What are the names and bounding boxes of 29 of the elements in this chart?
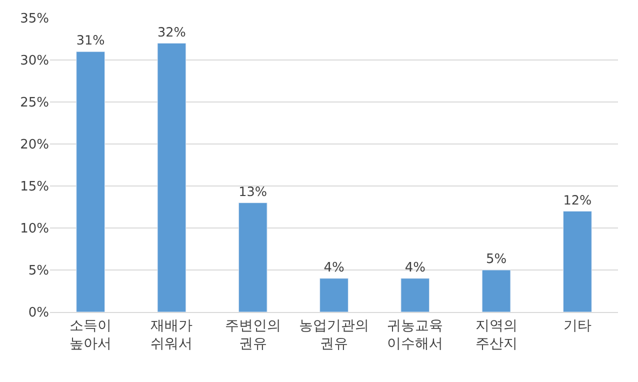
x-tick-label: 재배가 쉬워서: [150, 318, 193, 352]
data-label: 32%: [158, 25, 186, 40]
data-label: 5%: [486, 252, 507, 267]
y-tick-label: 15%: [20, 180, 49, 195]
x-tick-label: 기타: [563, 318, 592, 334]
x-tick-label: 지역의 주산지: [475, 318, 518, 352]
data-label: 4%: [324, 260, 344, 276]
x-tick-label: 소득이 높아서: [70, 318, 112, 352]
y-tick-label: 35%: [20, 12, 49, 27]
bar: [562, 210, 592, 312]
bar: [157, 42, 186, 312]
y-tick-label: 10%: [20, 222, 49, 237]
y-tick-label: 20%: [20, 138, 49, 153]
y-tick-label: 0%: [28, 306, 49, 321]
x-tick-label: 귀농교육 이수해서: [387, 318, 444, 352]
x-tick-label: 주변인의 권유: [224, 318, 281, 352]
data-label: 12%: [563, 193, 592, 208]
data-label: 13%: [238, 184, 268, 200]
bar: [320, 278, 348, 312]
data-label: 31%: [76, 34, 105, 49]
x-tick-label: 농업기관의 권유: [299, 318, 369, 352]
bar: [238, 202, 268, 312]
bar: [482, 270, 511, 312]
y-tick-label: 5%: [28, 264, 49, 279]
y-tick-label: 30%: [20, 54, 49, 69]
y-tick-label: 25%: [20, 96, 49, 111]
data-label: 4%: [404, 260, 426, 276]
bar: [400, 278, 430, 312]
bar: [76, 51, 106, 312]
